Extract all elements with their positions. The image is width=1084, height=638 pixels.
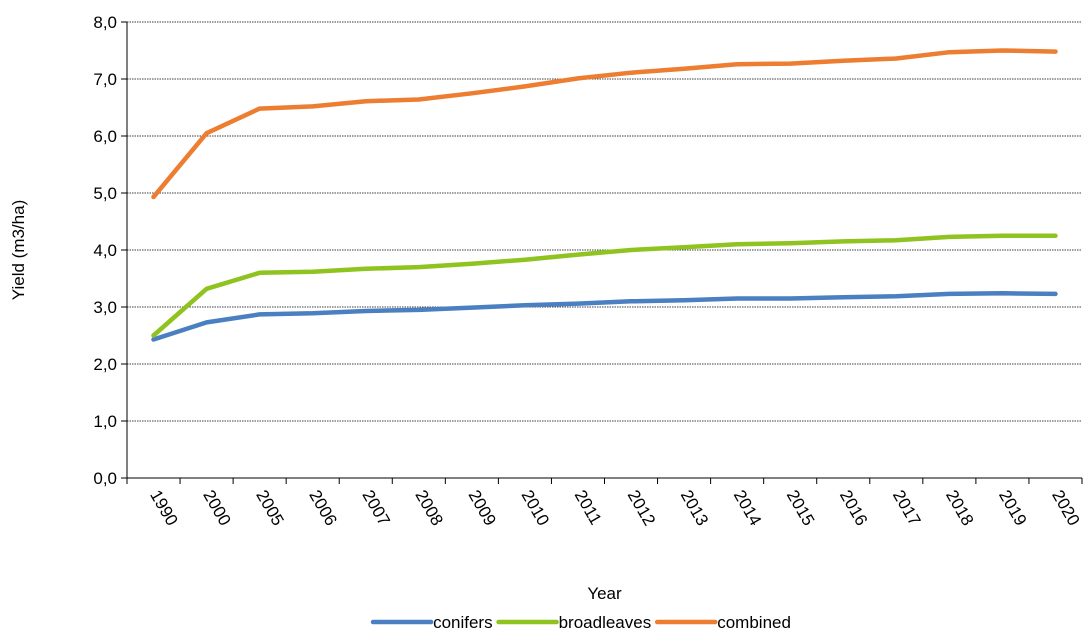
x-tick-label: 2019 [995, 487, 1030, 529]
x-tick-label: 2014 [730, 487, 765, 529]
y-tick-label: 3,0 [93, 298, 117, 317]
legend-item: conifers [370, 613, 493, 632]
legend-item: combined [654, 613, 791, 632]
x-tick-label: 2015 [783, 487, 818, 529]
x-tick-label: 2011 [571, 487, 606, 528]
x-tick-label: 2006 [305, 487, 340, 529]
series-line-combined [151, 48, 1058, 200]
x-tick-label: 2009 [465, 487, 500, 529]
x-axis-title: Year [587, 584, 622, 603]
axes [121, 21, 1083, 484]
legend-item: broadleaves [496, 613, 652, 632]
x-tick-label: 2018 [942, 487, 977, 529]
y-axis-title: Yield (m3/ha) [9, 200, 28, 300]
y-tick-label: 6,0 [93, 127, 117, 146]
series-line-conifers [151, 291, 1058, 342]
x-tick-label: 2010 [518, 487, 553, 529]
series-lines [151, 48, 1058, 342]
x-tick-label: 2000 [199, 487, 234, 529]
x-tick-label: 2013 [677, 487, 712, 529]
series-line-broadleaves [151, 233, 1058, 338]
y-tick-label: 2,0 [93, 355, 117, 374]
x-tick-label: 2005 [252, 487, 287, 529]
x-tick-label: 1990 [146, 487, 181, 529]
legend-label: broadleaves [559, 613, 652, 632]
y-tick-label: 5,0 [93, 184, 117, 203]
y-tick-label: 0,0 [93, 469, 117, 488]
y-tick-label: 7,0 [93, 70, 117, 89]
legend-label: combined [717, 613, 791, 632]
x-tick-label: 2016 [836, 487, 871, 529]
x-tick-label: 2012 [624, 487, 659, 529]
y-tick-label: 8,0 [93, 13, 117, 32]
y-tick-label: 4,0 [93, 241, 117, 260]
legend-label: conifers [433, 613, 493, 632]
grid-lines [127, 21, 1082, 422]
tick-labels: 0,0 1,0 2,0 3,0 4,0 5,0 6,0 7,0 8,0 1990 2000 2005 2… [93, 13, 1083, 529]
legend: conifers broadleaves combined [370, 613, 791, 632]
x-tick-label: 2020 [1048, 487, 1083, 529]
x-tick-label: 2008 [411, 487, 446, 529]
x-tick-label: 2017 [889, 487, 924, 529]
x-tick-label: 2007 [358, 487, 393, 529]
y-tick-label: 1,0 [93, 412, 117, 431]
